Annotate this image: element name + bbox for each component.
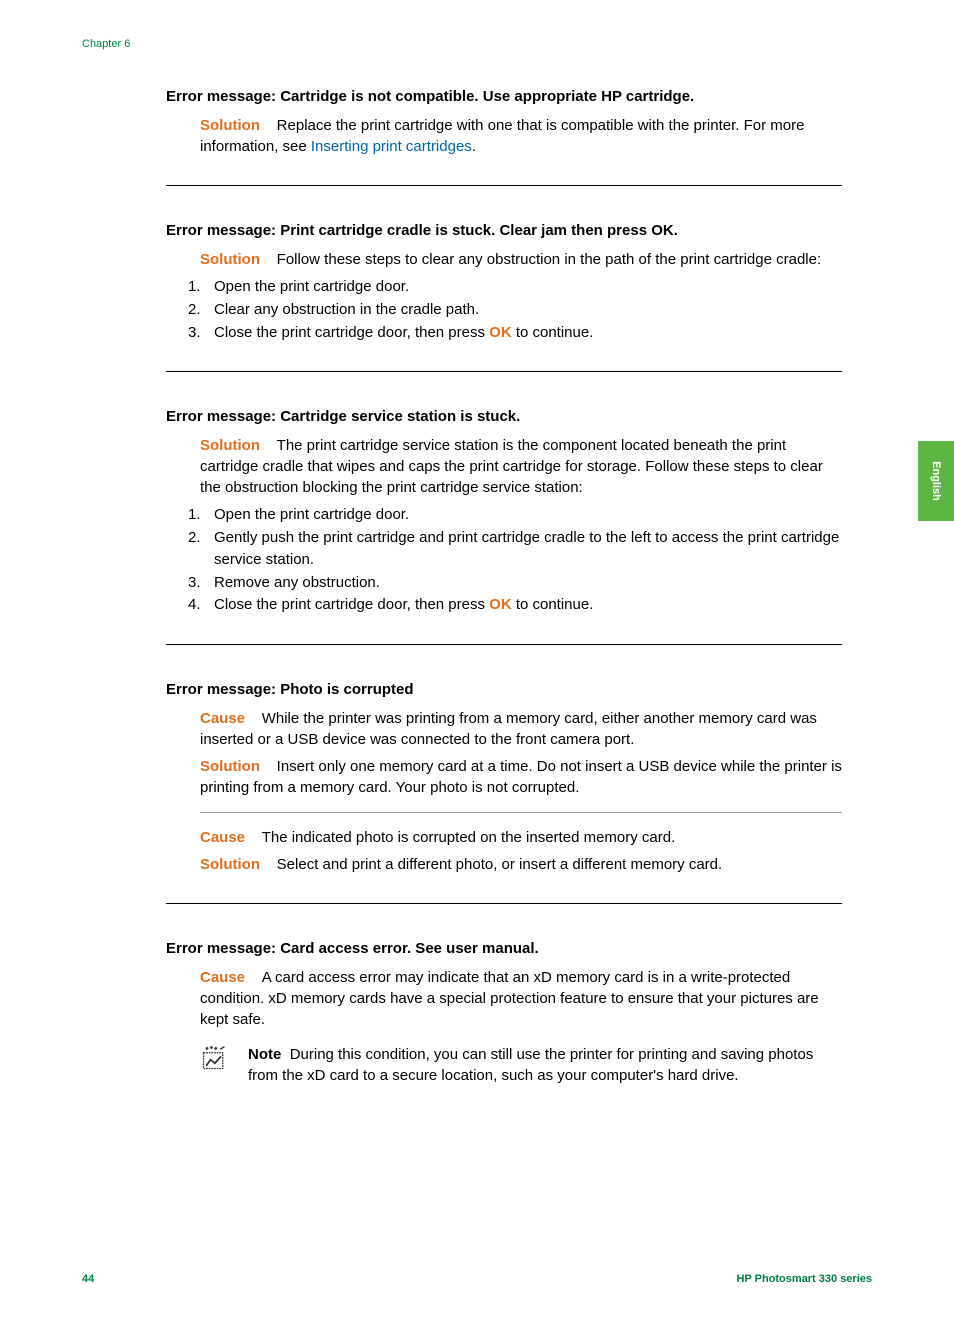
step-number: 3. — [188, 572, 214, 594]
product-name: HP Photosmart 330 series — [736, 1273, 872, 1285]
step-text: Close the print cartridge door, then pre… — [214, 322, 842, 344]
error-section-1: Error message: Cartridge is not compatib… — [166, 88, 842, 157]
link-inserting-cartridges[interactable]: Inserting print cartridges — [311, 138, 472, 155]
cause-text: While the printer was printing from a me… — [200, 710, 817, 748]
error-title: Error message: Cartridge service station… — [166, 408, 842, 425]
list-item: 2. Gently push the print cartridge and p… — [188, 527, 842, 571]
solution-block: Solution The print cartridge service sta… — [200, 435, 842, 498]
step-text: Remove any obstruction. — [214, 572, 842, 594]
error-section-2: Error message: Print cartridge cradle is… — [166, 222, 842, 343]
note-text: During this condition, you can still use… — [248, 1046, 813, 1084]
step-text: Close the print cartridge door, then pre… — [214, 594, 842, 616]
step-text: Open the print cartridge door. — [214, 504, 842, 526]
cause-label: Cause — [200, 710, 245, 727]
solution-block: Solution Replace the print cartridge wit… — [200, 115, 842, 157]
solution-text: Replace the print cartridge with one tha… — [200, 117, 804, 155]
cause-label: Cause — [200, 829, 245, 846]
section-divider — [166, 185, 842, 186]
step-text: Clear any obstruction in the cradle path… — [214, 299, 842, 321]
sub-divider — [200, 812, 842, 813]
list-item: 4. Close the print cartridge door, then … — [188, 594, 842, 616]
note-label: Note — [248, 1046, 281, 1063]
error-section-5: Error message: Card access error. See us… — [166, 940, 842, 1086]
error-title: Error message: Print cartridge cradle is… — [166, 222, 842, 239]
error-title: Error message: Photo is corrupted — [166, 681, 842, 698]
list-item: 1. Open the print cartridge door. — [188, 276, 842, 298]
language-tab: English — [918, 441, 954, 521]
section-divider — [166, 644, 842, 645]
list-item: 1. Open the print cartridge door. — [188, 504, 842, 526]
error-section-3: Error message: Cartridge service station… — [166, 408, 842, 616]
list-item: 3. Close the print cartridge door, then … — [188, 322, 842, 344]
solution-text: Select and print a different photo, or i… — [277, 856, 723, 873]
solution-label: Solution — [200, 856, 260, 873]
step-text-a: Close the print cartridge door, then pre… — [214, 324, 489, 341]
page-container: Chapter 6 Error message: Cartridge is no… — [0, 0, 954, 1321]
step-text: Gently push the print cartridge and prin… — [214, 527, 842, 571]
solution-text-end: . — [472, 138, 476, 155]
step-number: 1. — [188, 504, 214, 526]
solution-text: The print cartridge service station is t… — [200, 437, 823, 496]
solution-block: Solution Insert only one memory card at … — [200, 756, 842, 798]
language-tab-label: English — [930, 461, 942, 501]
list-item: 2. Clear any obstruction in the cradle p… — [188, 299, 842, 321]
cause-block: Cause A card access error may indicate t… — [200, 967, 842, 1030]
chapter-header: Chapter 6 — [82, 38, 872, 50]
step-text-b: to continue. — [512, 324, 594, 341]
page-footer: 44 HP Photosmart 330 series — [82, 1273, 872, 1285]
error-section-4: Error message: Photo is corrupted Cause … — [166, 681, 842, 875]
solution-label: Solution — [200, 117, 260, 134]
step-list: 1. Open the print cartridge door. 2. Gen… — [188, 504, 842, 616]
note-icon — [200, 1044, 228, 1072]
list-item: 3. Remove any obstruction. — [188, 572, 842, 594]
error-title: Error message: Cartridge is not compatib… — [166, 88, 842, 105]
step-number: 3. — [188, 322, 214, 344]
note-content: Note During this condition, you can stil… — [248, 1044, 842, 1086]
solution-text: Follow these steps to clear any obstruct… — [277, 251, 821, 268]
solution-block: Solution Select and print a different ph… — [200, 854, 842, 875]
solution-text: Insert only one memory card at a time. D… — [200, 758, 842, 796]
section-divider — [166, 903, 842, 904]
solution-block: Solution Follow these steps to clear any… — [200, 249, 842, 270]
step-number: 2. — [188, 527, 214, 571]
step-number: 4. — [188, 594, 214, 616]
solution-label: Solution — [200, 251, 260, 268]
step-number: 1. — [188, 276, 214, 298]
ok-button-text: OK — [489, 596, 512, 613]
step-list: 1. Open the print cartridge door. 2. Cle… — [188, 276, 842, 343]
step-number: 2. — [188, 299, 214, 321]
error-title: Error message: Card access error. See us… — [166, 940, 842, 957]
solution-label: Solution — [200, 758, 260, 775]
step-text: Open the print cartridge door. — [214, 276, 842, 298]
step-text-b: to continue. — [512, 596, 594, 613]
section-divider — [166, 371, 842, 372]
cause-label: Cause — [200, 969, 245, 986]
ok-button-text: OK — [489, 324, 512, 341]
step-text-a: Close the print cartridge door, then pre… — [214, 596, 489, 613]
cause-block: Cause While the printer was printing fro… — [200, 708, 842, 750]
cause-block: Cause The indicated photo is corrupted o… — [200, 827, 842, 848]
cause-text: A card access error may indicate that an… — [200, 969, 819, 1028]
page-number: 44 — [82, 1273, 94, 1285]
main-content: Error message: Cartridge is not compatib… — [166, 88, 842, 1086]
cause-text: The indicated photo is corrupted on the … — [262, 829, 676, 846]
note-block: Note During this condition, you can stil… — [200, 1044, 842, 1086]
solution-label: Solution — [200, 437, 260, 454]
